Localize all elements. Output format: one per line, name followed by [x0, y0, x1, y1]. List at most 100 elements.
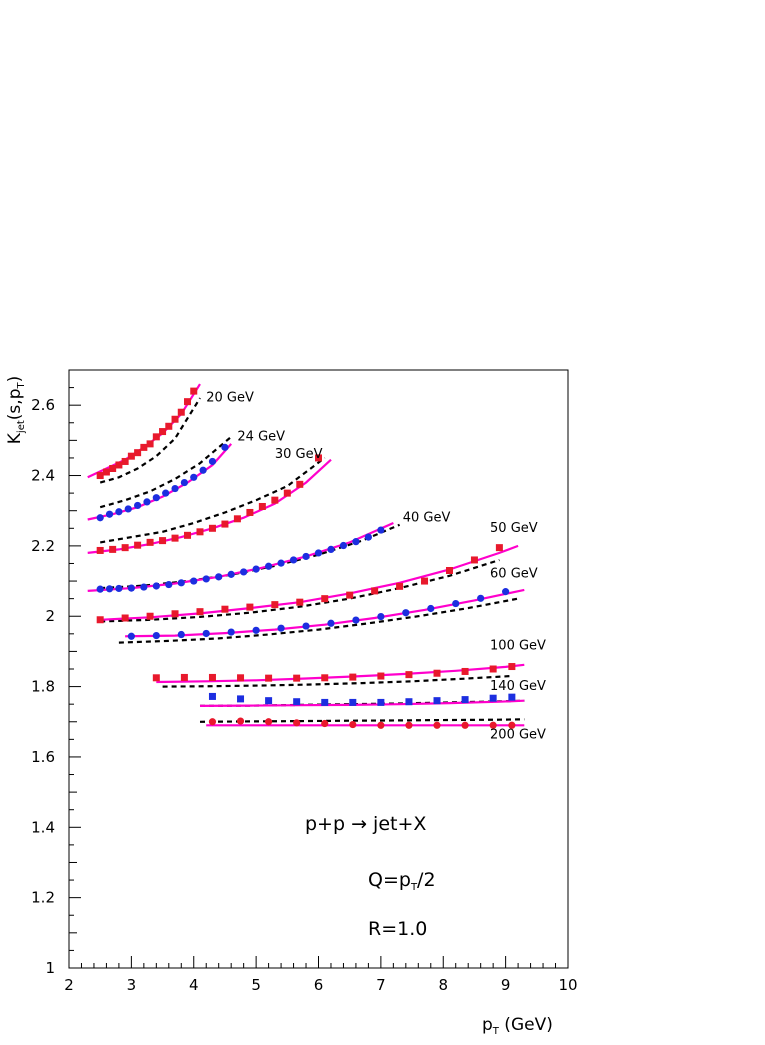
- x-axis-title: pT (GeV): [482, 1015, 553, 1037]
- y-tick-label: 1.4: [31, 818, 55, 836]
- data-point-140-gev: [508, 693, 516, 701]
- data-point-30-gev: [184, 531, 192, 539]
- data-point-200-gev: [461, 721, 469, 729]
- data-point-40-gev: [215, 573, 223, 581]
- data-point-30-gev: [233, 515, 241, 523]
- data-point-60-gev: [327, 619, 335, 627]
- data-point-20-gev: [184, 398, 192, 406]
- y-axis-sub2: T: [16, 382, 27, 390]
- data-point-100-gev: [321, 674, 329, 682]
- data-point-50-gev: [171, 610, 179, 618]
- data-point-40-gev: [327, 545, 335, 554]
- x-tick-label: 6: [314, 976, 324, 994]
- solid-curve-30-gev: [87, 458, 332, 554]
- data-point-200-gev: [208, 718, 217, 726]
- data-point-200-gev: [349, 720, 357, 729]
- data-point-200-gev: [293, 719, 301, 727]
- data-point-24-gev: [96, 514, 104, 522]
- data-point-40-gev: [96, 585, 104, 593]
- data-point-30-gev: [315, 454, 322, 462]
- data-point-50-gev: [346, 591, 354, 599]
- data-point-20-gev: [102, 468, 110, 476]
- data-point-50-gev: [196, 608, 204, 616]
- data-point-60-gev: [402, 609, 410, 617]
- data-point-100-gev: [208, 673, 216, 681]
- data-point-60-gev: [427, 604, 435, 613]
- data-point-24-gev: [134, 501, 142, 510]
- data-point-50-gev: [470, 556, 478, 564]
- curve-label-60-gev: 60 GeV: [490, 567, 538, 582]
- data-point-40-gev: [190, 577, 198, 585]
- process-annotation: p+p → jet+X: [305, 813, 426, 835]
- y-tick-label: 2.2: [31, 537, 55, 555]
- data-point-20-gev: [109, 464, 117, 472]
- data-point-50-gev: [246, 603, 254, 611]
- data-point-60-gev: [252, 626, 260, 634]
- data-point-40-gev: [227, 570, 235, 578]
- data-point-20-gev: [190, 387, 198, 395]
- data-point-100-gev: [237, 674, 245, 682]
- data-point-20-gev: [159, 428, 167, 436]
- scale-rest: /2: [417, 869, 436, 891]
- dashed-curve-200-gev: [199, 718, 525, 723]
- data-point-100-gev: [265, 674, 273, 682]
- data-point-140-gev: [321, 698, 329, 706]
- data-point-30-gev: [283, 489, 291, 497]
- data-point-140-gev: [405, 698, 413, 706]
- data-point-140-gev: [489, 694, 497, 702]
- x-tick-label: 8: [438, 976, 448, 994]
- data-point-50-gev: [146, 612, 154, 620]
- labels-layer: 20 GeV 24 GeV 30 GeV 40 GeV 50 GeV 60 GeV 100 …: [206, 391, 546, 743]
- data-point-30-gev: [96, 546, 104, 554]
- data-point-30-gev: [171, 534, 179, 542]
- data-point-100-gev: [293, 674, 301, 682]
- curve-label-24-gev: 24 GeV: [237, 429, 285, 444]
- data-point-200-gev: [508, 721, 516, 729]
- data-point-20-gev: [140, 443, 148, 451]
- data-point-140-gev: [461, 696, 469, 704]
- data-point-30-gev: [146, 538, 154, 546]
- data-point-24-gev: [180, 478, 188, 487]
- data-point-20-gev: [171, 415, 179, 423]
- dashed-curve-24-gev: [99, 435, 232, 509]
- y-tick-label: 1.8: [31, 678, 55, 696]
- data-point-24-gev: [124, 505, 132, 513]
- scale-main: Q=p: [368, 869, 411, 891]
- solid-curve-24-gev: [87, 443, 233, 521]
- y-tick-label: 2.4: [31, 467, 55, 485]
- data-point-50-gev: [421, 577, 429, 585]
- data-point-30-gev: [121, 544, 129, 552]
- x-axis-main: p: [482, 1015, 493, 1035]
- data-point-140-gev: [293, 698, 301, 706]
- x-tick-label: 5: [251, 976, 261, 994]
- data-point-60-gev: [152, 631, 160, 640]
- data-point-100-gev: [508, 663, 516, 671]
- data-point-200-gev: [405, 721, 413, 729]
- curve-label-20-gev: 20 GeV: [206, 391, 254, 406]
- data-point-40-gev: [364, 533, 372, 541]
- y-tick-label: 1: [45, 959, 55, 977]
- data-point-24-gev: [171, 484, 179, 493]
- data-point-20-gev: [121, 457, 129, 465]
- data-point-200-gev: [489, 721, 497, 729]
- y-tick-label: 1.6: [31, 748, 55, 766]
- data-point-50-gev: [495, 544, 503, 552]
- data-point-40-gev: [314, 549, 323, 557]
- data-point-30-gev: [159, 537, 167, 545]
- data-point-60-gev: [352, 616, 360, 624]
- x-tick-label: 4: [189, 976, 199, 994]
- y-axis-rest: (s,p: [5, 389, 25, 421]
- y-axis-main: K: [5, 432, 25, 444]
- y-axis-close: ): [5, 376, 25, 383]
- data-point-60-gev: [452, 599, 460, 608]
- data-point-200-gev: [265, 718, 273, 726]
- x-tick-label: 9: [501, 976, 511, 994]
- x-axis-sub: T: [492, 1026, 500, 1037]
- data-point-24-gev: [105, 510, 114, 518]
- data-point-140-gev: [377, 698, 385, 706]
- data-point-40-gev: [377, 526, 385, 534]
- data-point-200-gev: [377, 721, 385, 729]
- data-point-50-gev: [321, 595, 329, 603]
- data-point-200-gev: [236, 717, 245, 725]
